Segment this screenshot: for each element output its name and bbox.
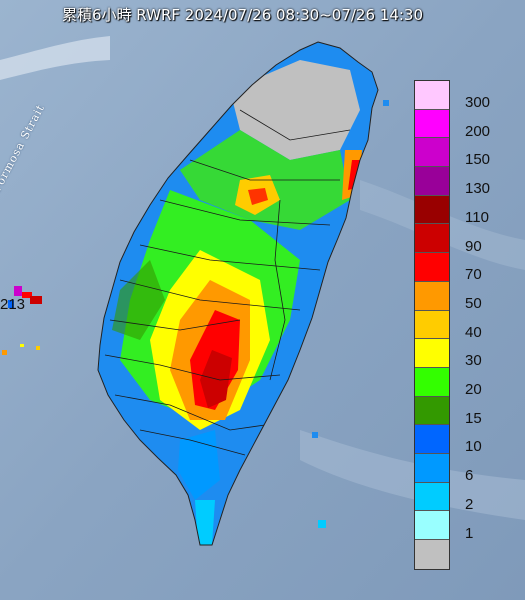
legend-swatch <box>415 167 449 196</box>
legend-label: 2 <box>465 495 474 513</box>
legend-label: 50 <box>465 294 482 312</box>
legend-label: 20 <box>465 381 482 398</box>
legend-label: 200 <box>465 122 491 140</box>
legend-swatch <box>415 224 449 254</box>
legend-label: 6 <box>465 467 474 485</box>
legend-label: 130 <box>465 180 491 198</box>
penghu-islands <box>2 286 42 355</box>
legend-swatch <box>415 310 449 340</box>
boundary-lines <box>104 109 351 456</box>
legend-swatch <box>415 396 449 426</box>
legend-swatch <box>415 195 449 225</box>
legend-swatch <box>415 540 449 569</box>
color-legend <box>414 80 450 570</box>
legend-swatch <box>415 253 449 282</box>
legend-label: 110 <box>465 208 489 226</box>
legend-swatch <box>415 425 449 454</box>
legend-label: 70 <box>465 266 482 284</box>
legend-label: 40 <box>465 323 482 341</box>
legend-swatch <box>415 367 449 397</box>
legend-label: 30 <box>465 352 482 370</box>
legend-label: 1 <box>465 524 474 542</box>
legend-label: 10 <box>465 438 482 456</box>
legend-swatch <box>415 109 449 139</box>
legend-swatch <box>415 339 449 368</box>
legend-label: 90 <box>465 237 482 255</box>
map-title: 累積6小時 RWRF 2024/07/26 08:30~07/26 14:30 <box>62 6 424 24</box>
legend-label: 150 <box>465 151 491 169</box>
legend-label: 15 <box>465 409 482 427</box>
legend-swatch <box>415 482 449 512</box>
legend-swatch <box>415 138 449 168</box>
legend-swatch <box>415 81 449 110</box>
legend-swatch <box>415 511 449 540</box>
legend-label: 300 <box>465 94 491 111</box>
legend-swatch <box>415 281 449 311</box>
legend-swatch <box>415 453 449 483</box>
max-value-label: 213 <box>0 296 26 313</box>
